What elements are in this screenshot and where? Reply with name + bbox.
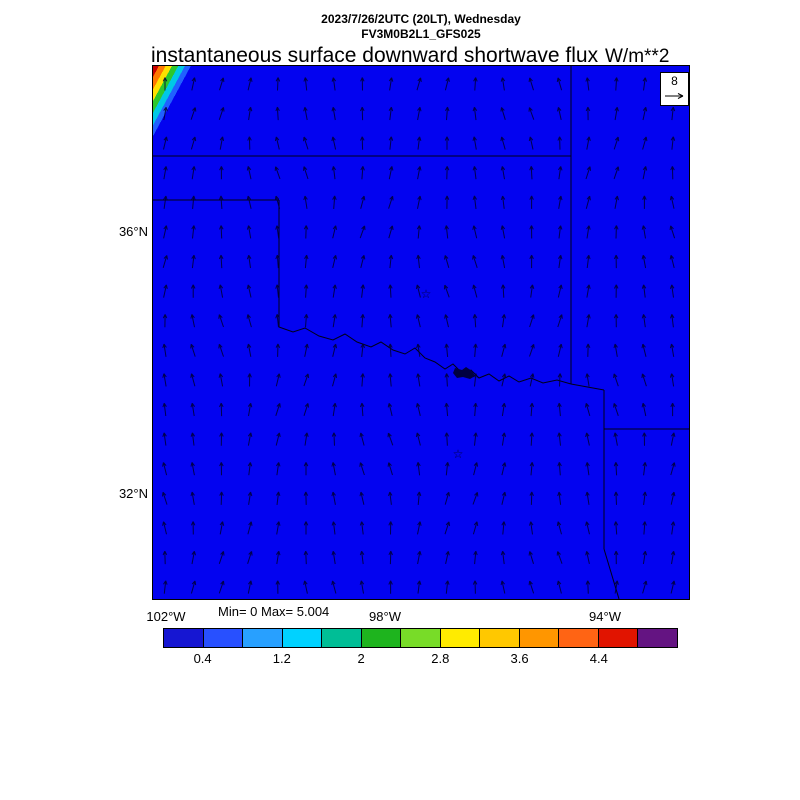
colorbar-segment	[321, 629, 361, 647]
colorbar-segment	[400, 629, 440, 647]
lat-axis-label: 36°N	[118, 224, 148, 239]
colorbar-segment	[597, 629, 638, 647]
colorbar-segment	[281, 629, 322, 647]
colorbar-tick-label: 1.2	[272, 651, 291, 666]
colorbar-segment	[164, 629, 203, 647]
colorbar-tick-label: 4.4	[589, 651, 608, 666]
colorbar	[163, 628, 678, 648]
lon-axis-label: 94°W	[589, 609, 621, 624]
header-model: FV3M0B2L1_GFS025	[361, 27, 481, 41]
chart-title: instantaneous surface downward shortwave…	[151, 44, 599, 67]
colorbar-tick-label: 0.4	[193, 651, 212, 666]
units-label: W/m**2	[605, 46, 670, 67]
reference-vector-arrow	[665, 93, 684, 99]
colorbar-tick-label: 3.6	[510, 651, 529, 666]
lat-axis-label: 32°N	[118, 486, 148, 501]
reference-vector-box: 8	[660, 72, 689, 106]
colorbar-segment	[242, 629, 282, 647]
map-plot: ☆ ☆ 8	[152, 65, 690, 600]
colorbar-segment	[518, 629, 559, 647]
reference-vector-value: 8	[671, 74, 678, 88]
colorbar-segment	[439, 629, 480, 647]
reference-vector-frame	[660, 72, 689, 106]
city-markers: ☆☆	[421, 287, 464, 461]
lon-axis-label: 98°W	[369, 609, 401, 624]
colorbar-tick-label: 2.8	[431, 651, 450, 666]
colorbar-tick-label: 2	[357, 651, 365, 666]
header-datetime: 2023/7/26/2UTC (20LT), Wednesday	[321, 12, 521, 26]
lon-axis-label: 102°W	[146, 609, 186, 624]
map-canvas: ☆☆ 8	[153, 66, 689, 599]
lake-texoma	[453, 367, 475, 379]
minmax-stats: Min= 0 Max= 5.004	[218, 604, 330, 619]
colorbar-segment	[360, 629, 401, 647]
wind-vectors	[162, 77, 676, 594]
colorbar-segment	[479, 629, 519, 647]
state-borders	[153, 66, 689, 599]
nw-radiation-patch	[153, 66, 195, 144]
city-star-marker: ☆	[453, 447, 464, 461]
colorbar-segment	[637, 629, 677, 647]
colorbar-segment	[558, 629, 598, 647]
colorbar-segment	[202, 629, 243, 647]
city-star-marker: ☆	[421, 287, 432, 301]
